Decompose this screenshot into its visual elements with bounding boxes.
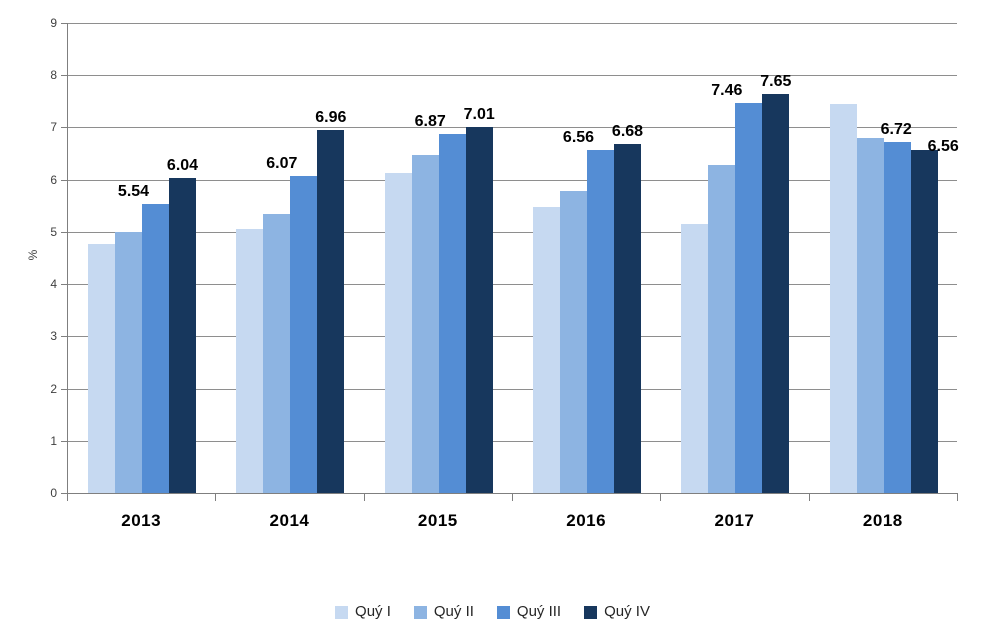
- bar-quy-iv-2014: [317, 129, 345, 493]
- bar-quy-ii-2013: [115, 231, 142, 493]
- gridline: [67, 336, 957, 338]
- y-axis-tick: [61, 284, 67, 286]
- data-label-quy-iii-2014: 6.07: [266, 155, 298, 172]
- legend-item-quy-i: Quý I: [335, 603, 391, 621]
- bar-quy-i-2016: [533, 206, 560, 493]
- gridline: [67, 388, 957, 390]
- gridline: [67, 231, 957, 233]
- legend-label: Quý III: [516, 603, 562, 620]
- legend-item-quy-iii: Quý III: [496, 603, 562, 621]
- bar-quy-iii-2017: [735, 103, 763, 493]
- y-axis-tick-label: 5: [50, 224, 57, 239]
- legend-item-quy-ii: Quý II: [413, 603, 474, 621]
- data-label-quy-iii-2017: 7.46: [711, 82, 743, 100]
- y-axis-tick-label: 9: [50, 16, 57, 30]
- gridline: [67, 127, 957, 129]
- bar-quy-ii-2014: [263, 214, 291, 493]
- data-label-quy-iv-2013: 6.04: [166, 156, 199, 174]
- legend-label: Quý II: [433, 603, 474, 620]
- bar-quy-iv-2017: [762, 93, 790, 493]
- x-axis-tick: [363, 493, 365, 501]
- y-axis-tick: [61, 440, 67, 442]
- bar-quy-i-2018: [829, 103, 857, 493]
- x-axis-label-2013: 2013: [121, 511, 162, 530]
- x-axis-tick: [957, 493, 958, 501]
- data-label-quy-iv-2017: 7.65: [760, 72, 792, 90]
- bar-quy-iii-2014: [290, 176, 318, 493]
- bar-quy-ii-2016: [560, 191, 587, 493]
- y-axis-tick: [61, 23, 67, 24]
- bar-quy-i-2013: [88, 244, 115, 493]
- legend-item-quy-iv: Quý IV: [584, 603, 650, 621]
- y-axis-tick: [61, 231, 67, 233]
- bar-quy-iv-2015: [465, 126, 493, 493]
- y-axis-tick-label: 2: [50, 381, 57, 396]
- data-label-quy-iii-2016: 6.56: [562, 129, 595, 147]
- bar-quy-iii-2015: [438, 134, 466, 493]
- legend-label: Quý IV: [604, 603, 650, 620]
- x-axis-label-2015: 2015: [417, 511, 458, 530]
- data-label-quy-iv-2014: 6.96: [315, 108, 347, 126]
- y-axis-tick-label: 0: [50, 486, 57, 500]
- y-axis-tick-label: 1: [50, 433, 57, 448]
- x-axis-tick: [660, 493, 662, 501]
- bar-quy-ii-2015: [411, 155, 439, 493]
- data-label-quy-iv-2016: 6.68: [611, 123, 644, 141]
- legend-label: Quý I: [355, 603, 391, 620]
- y-axis-tick-label: 4: [50, 277, 57, 292]
- y-axis-tick: [61, 493, 67, 494]
- y-axis-tick: [61, 179, 67, 181]
- y-axis-tick-label: 8: [50, 68, 57, 83]
- gridline: [67, 75, 957, 77]
- y-axis-tick: [61, 75, 67, 77]
- data-label-quy-iii-2013: 5.54: [117, 182, 150, 200]
- y-axis-line: [67, 23, 68, 494]
- legend-swatch-quy-iii: [496, 605, 510, 619]
- data-label-quy-iv-2015: 7.01: [463, 105, 495, 123]
- bar-quy-iv-2018: [910, 150, 938, 493]
- bar-quy-iii-2013: [142, 203, 169, 493]
- legend-swatch-quy-i: [335, 605, 349, 619]
- x-axis-tick: [67, 493, 68, 501]
- y-axis-tick: [61, 127, 67, 129]
- bar-quy-i-2014: [236, 228, 264, 493]
- legend: Quý I Quý II Quý III Quý IV: [0, 600, 985, 624]
- data-label-quy-iii-2018: 6.72: [880, 121, 912, 139]
- gridline: [67, 440, 957, 442]
- y-axis-tick: [61, 336, 67, 338]
- y-axis-title: %: [26, 249, 40, 261]
- x-axis-tick: [808, 493, 810, 501]
- x-axis-label-2014: 2014: [269, 511, 310, 530]
- gridline: [67, 23, 957, 24]
- bar-quy-iii-2018: [883, 142, 911, 493]
- y-axis-tick-label: 6: [50, 172, 57, 187]
- bar-quy-ii-2017: [708, 165, 736, 493]
- y-axis-tick: [61, 388, 67, 390]
- bar-quy-ii-2018: [856, 138, 884, 493]
- bar-quy-i-2017: [681, 224, 709, 493]
- x-axis-tick: [512, 493, 513, 501]
- x-axis-label-2016: 2016: [566, 511, 607, 530]
- bar-quy-i-2015: [384, 173, 412, 493]
- x-axis-tick: [215, 493, 217, 501]
- data-label-quy-iv-2018: 6.56: [927, 138, 959, 156]
- x-axis-label-2018: 2018: [862, 511, 903, 530]
- gridline: [67, 179, 957, 181]
- gridline: [67, 284, 957, 286]
- bar-quy-iv-2016: [614, 144, 641, 493]
- bar-quy-iii-2016: [587, 150, 614, 493]
- legend-swatch-quy-ii: [413, 605, 427, 619]
- y-axis-tick-label: 7: [50, 120, 57, 135]
- legend-swatch-quy-iv: [584, 605, 598, 619]
- y-axis-tick-label: 3: [50, 329, 57, 344]
- x-axis-label-2017: 2017: [714, 511, 755, 530]
- bar-quy-iv-2013: [169, 177, 196, 493]
- data-label-quy-iii-2015: 6.87: [414, 113, 446, 131]
